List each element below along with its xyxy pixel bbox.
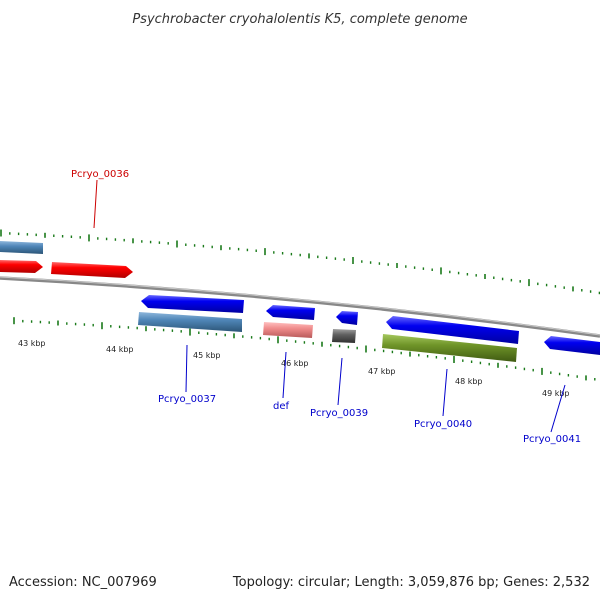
scale-label-48kbp: 48 kbp bbox=[455, 377, 483, 386]
callout-line-pcryo-0041 bbox=[550, 384, 566, 433]
forward-tick-row bbox=[0, 229, 600, 295]
map-title: Psychrobacter cryohalolentis K5, complet… bbox=[132, 12, 467, 27]
callout-line-def bbox=[282, 351, 287, 399]
callout-line-pcryo-0040 bbox=[442, 368, 448, 417]
gene-arrow-pcryo-0039 bbox=[336, 311, 358, 325]
gene-label-def[interactable]: def bbox=[273, 401, 290, 412]
callout-line-pcryo-0037 bbox=[185, 344, 188, 393]
gene-arrow-pcryo-0040 bbox=[386, 316, 519, 344]
cog-bar-def bbox=[263, 322, 313, 338]
gene-label-pcryo-0036[interactable]: Pcryo_0036 bbox=[71, 169, 129, 180]
cog-bar-pcryo-0040 bbox=[382, 334, 517, 362]
scale-label-47kbp: 47 kbp bbox=[368, 367, 396, 376]
scale-label-44kbp: 44 kbp bbox=[106, 345, 134, 354]
gene-label-pcryo-0041[interactable]: Pcryo_0041 bbox=[523, 434, 581, 445]
genome-summary-text: Topology: circular; Length: 3,059,876 bp… bbox=[232, 575, 590, 590]
scale-label-43kbp: 43 kbp bbox=[18, 339, 46, 348]
cog-bar-pcryo-0035 bbox=[0, 241, 43, 254]
callout-line-pcryo-0036 bbox=[93, 179, 98, 229]
cog-bar-pcryo-0039 bbox=[332, 329, 356, 343]
cog-bar-pcryo-0037 bbox=[138, 312, 242, 332]
gene-arrow-pcryo-0035 bbox=[0, 260, 43, 273]
gene-arrow-pcryo-0037 bbox=[141, 295, 244, 313]
gene-label-pcryo-0039[interactable]: Pcryo_0039 bbox=[310, 408, 368, 419]
gene-arrow-def bbox=[266, 305, 315, 320]
scale-label-46kbp: 46 kbp bbox=[281, 359, 309, 368]
genome-backbone-highlight bbox=[0, 276, 600, 336]
gene-label-pcryo-0037[interactable]: Pcryo_0037 bbox=[158, 394, 216, 405]
scale-label-45kbp: 45 kbp bbox=[193, 351, 221, 360]
gene-label-pcryo-0040[interactable]: Pcryo_0040 bbox=[414, 419, 472, 430]
reverse-tick-row bbox=[13, 317, 596, 381]
accession-text: Accession: NC_007969 bbox=[9, 575, 157, 590]
scale-label-49kbp: 49 kbp bbox=[542, 389, 570, 398]
callout-line-pcryo-0039 bbox=[337, 357, 343, 406]
gene-arrow-pcryo-0036 bbox=[51, 262, 133, 278]
genome-backbone bbox=[0, 276, 600, 338]
gene-arrow-pcryo-0041 bbox=[544, 336, 600, 355]
